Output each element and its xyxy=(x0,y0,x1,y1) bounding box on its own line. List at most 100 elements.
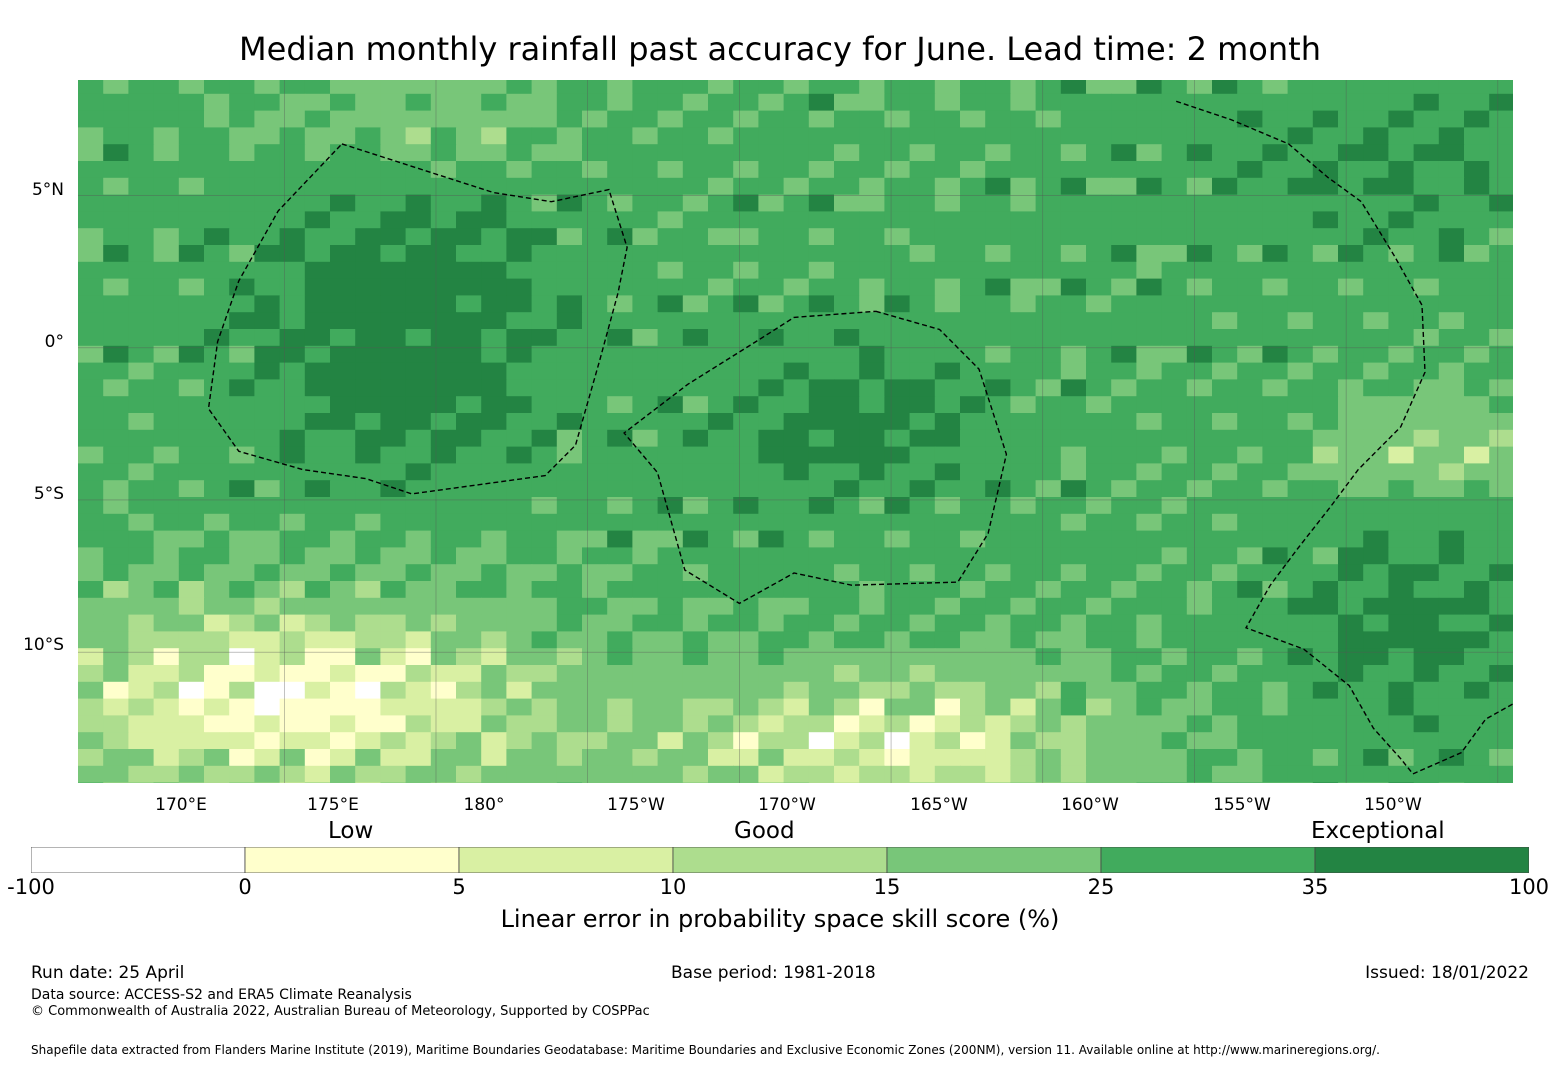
skill-cell xyxy=(1338,228,1364,246)
skill-cell xyxy=(1035,665,1062,683)
skill-cell xyxy=(1413,648,1440,666)
skill-cell xyxy=(1212,312,1238,330)
skill-cell xyxy=(960,278,986,296)
skill-cell xyxy=(1464,211,1490,229)
skill-cell xyxy=(1035,446,1062,464)
skill-cell xyxy=(582,513,608,532)
skill-cell xyxy=(1086,127,1112,145)
skill-cell xyxy=(330,345,356,364)
skill-cell xyxy=(1489,698,1513,716)
skill-cell xyxy=(1111,597,1137,616)
skill-cell xyxy=(758,715,785,733)
skill-cell xyxy=(1413,681,1440,700)
skill-cell xyxy=(1086,295,1112,313)
skill-cell xyxy=(1010,80,1037,95)
skill-cell xyxy=(204,261,230,280)
skill-cell xyxy=(254,581,281,599)
skill-cell xyxy=(405,312,432,330)
skill-cell xyxy=(430,480,457,498)
skill-cell xyxy=(531,261,558,280)
skill-cell xyxy=(909,413,936,431)
skill-cell xyxy=(607,665,633,683)
skill-cell xyxy=(682,93,709,112)
skill-cell xyxy=(657,715,684,733)
skill-cell xyxy=(985,631,1011,649)
skill-cell xyxy=(456,581,482,599)
skill-cell xyxy=(531,530,558,548)
skill-cell xyxy=(1086,228,1112,246)
skill-cell xyxy=(304,429,331,448)
skill-cell xyxy=(1413,80,1440,95)
skill-cell xyxy=(1287,261,1314,280)
skill-cell xyxy=(456,80,482,95)
skill-cell xyxy=(1489,413,1513,431)
skill-cell xyxy=(204,564,230,582)
skill-cell xyxy=(1111,144,1137,162)
skill-cell xyxy=(304,681,331,700)
skill-cell xyxy=(808,497,835,515)
skill-cell xyxy=(1312,362,1339,380)
skill-score-map[interactable] xyxy=(78,80,1513,783)
skill-cell xyxy=(1086,463,1112,481)
skill-cell xyxy=(355,463,381,481)
skill-cell xyxy=(909,513,936,532)
skill-cell xyxy=(1010,379,1037,397)
skill-cell xyxy=(960,480,986,498)
skill-cell xyxy=(1413,245,1440,263)
skill-cell xyxy=(355,379,381,397)
skill-cell xyxy=(1010,345,1037,364)
skill-cell xyxy=(884,480,911,498)
skill-cell xyxy=(1312,597,1339,616)
skill-cell xyxy=(556,681,583,700)
skill-cell xyxy=(682,665,709,683)
skill-cell xyxy=(909,698,936,716)
skill-cell xyxy=(405,698,432,716)
skill-cell xyxy=(254,127,281,145)
skill-cell xyxy=(1111,698,1137,716)
skill-cell xyxy=(985,581,1011,599)
skill-cell xyxy=(456,110,482,128)
skill-cell xyxy=(1312,681,1339,700)
skill-cell xyxy=(607,161,633,179)
skill-cell xyxy=(1035,547,1062,565)
skill-cell xyxy=(960,648,986,666)
skill-cell xyxy=(934,93,961,112)
skill-cell xyxy=(783,732,810,750)
skill-cell xyxy=(430,211,457,229)
skill-cell xyxy=(1212,597,1238,616)
skill-cell xyxy=(985,194,1011,212)
skill-cell xyxy=(1060,564,1087,582)
skill-cell xyxy=(582,312,608,330)
skill-cell xyxy=(153,581,180,599)
skill-cell xyxy=(1161,312,1188,330)
skill-cell xyxy=(1413,463,1440,481)
skill-cell xyxy=(204,429,230,448)
skill-cell xyxy=(78,194,104,212)
skill-cell xyxy=(1086,446,1112,464)
skill-cell xyxy=(1489,80,1513,95)
skill-cell xyxy=(1464,228,1490,246)
skill-cell xyxy=(733,446,759,464)
skill-cell xyxy=(1237,597,1263,616)
skill-cell xyxy=(657,631,684,649)
skill-cell xyxy=(1489,312,1513,330)
skill-cell xyxy=(1212,765,1238,783)
skill-cell xyxy=(808,765,835,783)
skill-cell xyxy=(859,245,885,263)
skill-cell xyxy=(682,362,709,380)
skill-cell xyxy=(783,211,810,229)
skill-cell xyxy=(1338,715,1364,733)
skill-cell xyxy=(229,631,255,649)
skill-cell xyxy=(556,715,583,733)
skill-cell xyxy=(1060,110,1087,128)
skill-cell xyxy=(531,749,558,767)
skill-cell xyxy=(733,765,759,783)
skill-cell xyxy=(481,581,507,599)
skill-cell xyxy=(1237,681,1263,700)
colorbar-segment xyxy=(244,847,460,873)
skill-cell xyxy=(254,513,281,532)
skill-cell xyxy=(1136,564,1163,582)
skill-cell xyxy=(153,446,180,464)
skill-cell xyxy=(884,211,911,229)
skill-cell xyxy=(304,261,331,280)
